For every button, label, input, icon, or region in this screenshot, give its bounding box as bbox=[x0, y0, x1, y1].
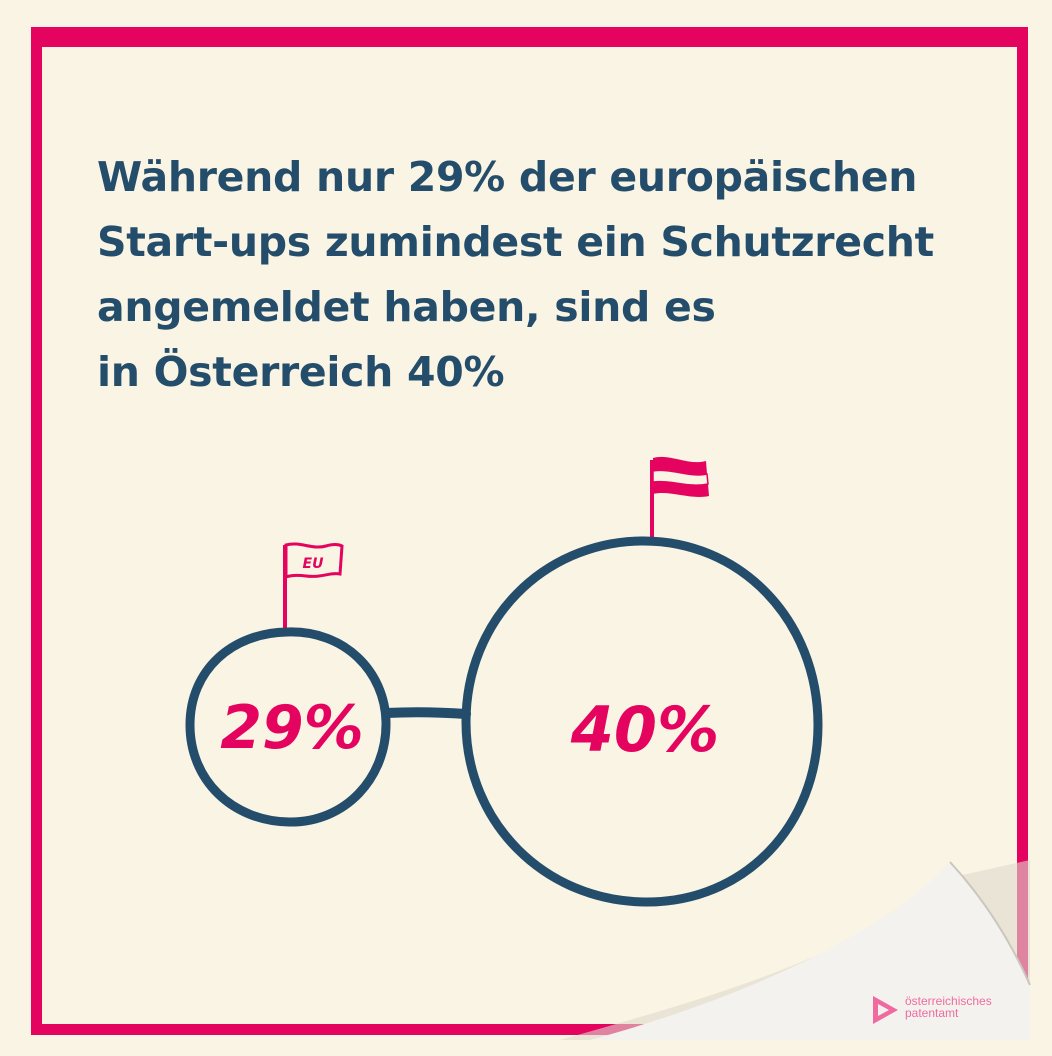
austria-percentage-label: 40% bbox=[570, 693, 719, 766]
logo-text-line-2: patentamt bbox=[905, 1007, 992, 1019]
logo-icon-spacer bbox=[871, 995, 899, 1023]
logo-text: österreichisches patentamt bbox=[905, 995, 992, 1019]
connector-line bbox=[386, 712, 466, 714]
eu-flag-label: EU bbox=[303, 556, 325, 572]
patentamt-logo: österreichisches patentamt bbox=[871, 995, 992, 1023]
eu-percentage-label: 29% bbox=[220, 693, 364, 763]
